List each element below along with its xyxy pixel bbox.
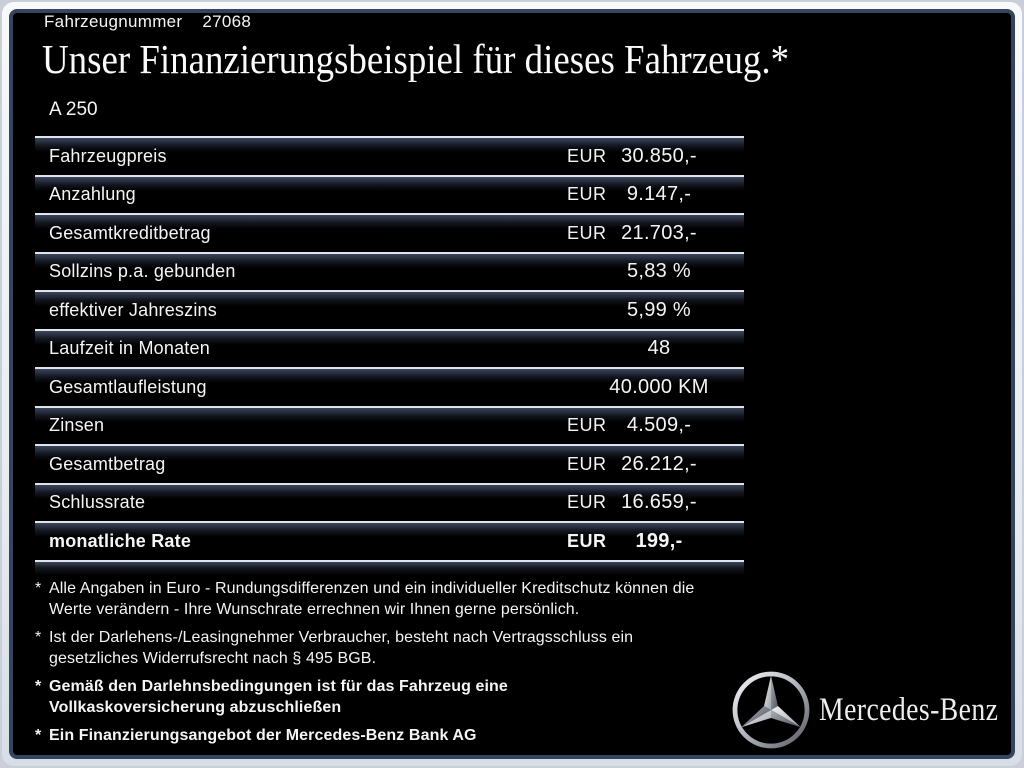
vehicle-number-label: Fahrzeugnummer (44, 12, 183, 31)
table-bottom-rule (35, 559, 744, 575)
row-value: 5,99 % (516, 292, 744, 329)
brand-logo: Mercedes-Benz (731, 670, 1024, 750)
model-name: A 250 (49, 99, 98, 120)
vehicle-number-value: 27068 (202, 12, 252, 31)
footnote-text: Gemäß den Darlehnsbedingungen ist für da… (49, 678, 508, 716)
footnotes: * Alle Angaben in Euro - Rundungsdiffere… (35, 578, 740, 753)
row-label: Gesamtlaufleistung (49, 376, 207, 397)
row-value: EUR 16.659,- (516, 485, 744, 522)
row-amount: 4.509,- (626, 414, 692, 437)
table-row: monatliche Rate EUR 199,- (35, 521, 744, 560)
currency-label: EUR (567, 184, 607, 205)
footnote: * Ist der Darlehens-/Leasingnehmer Verbr… (35, 627, 740, 669)
table-row: effektiver Jahreszins 5,99 % (35, 290, 744, 329)
footnote-asterisk: * (35, 678, 42, 695)
vehicle-number: Fahrzeugnummer 27068 (44, 11, 251, 33)
currency-label: EUR (567, 492, 607, 513)
row-amount: 26.212,- (621, 452, 697, 475)
row-value: 48 (516, 331, 744, 368)
footnote: * Ein Finanzierungsangebot der Mercedes-… (35, 725, 740, 746)
footnote-text: Ein Finanzierungsangebot der Mercedes-Be… (49, 727, 477, 744)
row-label: Anzahlung (49, 184, 136, 205)
row-amount: 199,- (635, 529, 683, 552)
table-row: Anzahlung EUR 9.147,- (35, 174, 744, 214)
row-label: monatliche Rate (49, 530, 192, 551)
row-value: 5,83 % (516, 254, 744, 291)
currency-label: EUR (567, 145, 607, 166)
currency-label: EUR (567, 530, 607, 551)
row-label: Zinsen (49, 415, 105, 436)
row-value: EUR 199,- (516, 523, 744, 560)
currency-label: EUR (567, 222, 607, 243)
row-value: EUR 21.703,- (516, 215, 744, 252)
table-row: Gesamtlaufleistung 40.000 KM (35, 367, 744, 406)
table-row: Laufzeit in Monaten 48 (35, 328, 744, 368)
table-row: Zinsen EUR 4.509,- (35, 405, 744, 445)
financing-table: Fahrzeugpreis EUR 30.850,- Anzahlung EUR… (35, 136, 744, 575)
brand-name: Mercedes-Benz (819, 691, 999, 728)
row-label: effektiver Jahreszins (49, 299, 217, 320)
financing-sheet: Fahrzeugnummer 27068 Unser Finanzierungs… (9, 9, 1015, 759)
row-value: EUR 9.147,- (516, 177, 744, 214)
row-value: 40.000 KM (516, 369, 744, 406)
footnote-text: Ist der Darlehens-/Leasingnehmer Verbrau… (49, 629, 634, 667)
footnote-asterisk: * (35, 727, 42, 744)
row-amount: 9.147,- (626, 183, 692, 206)
row-label: Fahrzeugpreis (49, 145, 167, 166)
row-label: Schlussrate (49, 492, 146, 513)
page-title: Unser Finanzierungsbeispiel für dieses F… (42, 36, 790, 82)
table-row: Sollzins p.a. gebunden 5,83 % (35, 251, 744, 291)
row-amount: 21.703,- (621, 221, 697, 244)
row-amount: 48 (647, 337, 671, 360)
row-value: EUR 26.212,- (516, 446, 744, 483)
footnote-text: Alle Angaben in Euro - Rundungsdifferenz… (49, 580, 695, 618)
table-row: Gesamtkreditbetrag EUR 21.703,- (35, 213, 744, 252)
table-row: Fahrzeugpreis EUR 30.850,- (35, 136, 744, 175)
row-label: Sollzins p.a. gebunden (49, 261, 236, 282)
row-value: EUR 4.509,- (516, 408, 744, 445)
row-amount: 5,83 % (626, 260, 692, 283)
row-amount: 40.000 KM (609, 375, 709, 398)
row-label: Gesamtbetrag (49, 453, 166, 474)
footnote-asterisk: * (35, 580, 42, 597)
row-label: Laufzeit in Monaten (49, 338, 210, 359)
currency-label: EUR (567, 453, 607, 474)
row-amount: 16.659,- (621, 491, 697, 514)
table-row: Gesamtbetrag EUR 26.212,- (35, 444, 744, 483)
row-label: Gesamtkreditbetrag (49, 222, 211, 243)
row-value: EUR 30.850,- (516, 138, 744, 175)
mercedes-star-icon (732, 671, 810, 749)
footnote: * Gemäß den Darlehnsbedingungen ist für … (35, 676, 740, 718)
row-amount: 5,99 % (626, 298, 692, 321)
currency-label: EUR (567, 415, 607, 436)
table-row: Schlussrate EUR 16.659,- (35, 482, 744, 522)
footnote: * Alle Angaben in Euro - Rundungsdiffere… (35, 578, 740, 620)
footnote-asterisk: * (35, 629, 42, 646)
row-amount: 30.850,- (621, 144, 697, 167)
